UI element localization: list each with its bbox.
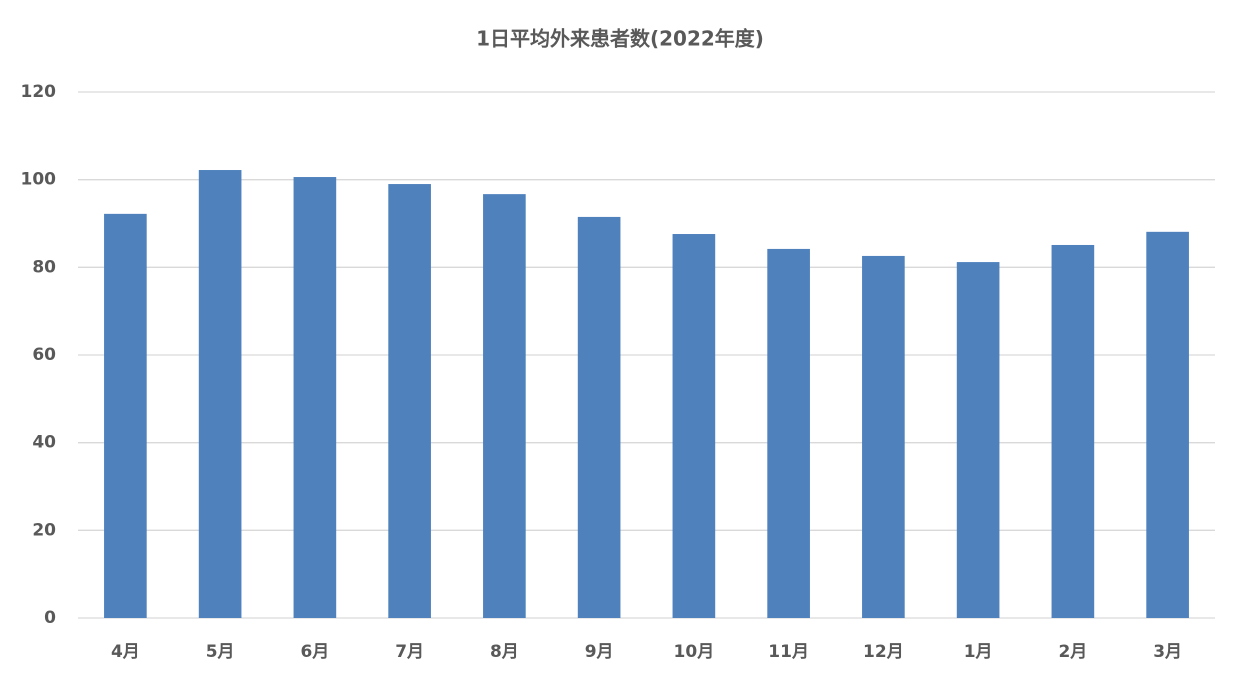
y-tick-label: 100: [21, 170, 57, 190]
y-tick-label: 20: [32, 520, 56, 540]
x-tick-label: 2月: [1058, 642, 1087, 662]
bar: [862, 255, 905, 619]
y-tick-label: 120: [21, 82, 57, 102]
x-tick-label: 8月: [490, 642, 519, 662]
x-tick-label: 5月: [206, 642, 235, 662]
bar: [956, 262, 1000, 618]
y-tick-label: 0: [44, 608, 56, 628]
x-tick-label: 9月: [585, 642, 614, 662]
x-tick-label: 3月: [1153, 642, 1182, 662]
chart-title: 1日平均外来患者数(2022年度): [476, 27, 764, 51]
bar: [1146, 231, 1189, 618]
x-tick-label: 1月: [964, 642, 993, 662]
bar: [198, 170, 242, 619]
x-tick-label: 6月: [300, 642, 329, 662]
bar: [293, 177, 337, 618]
x-tick-label: 7月: [395, 642, 424, 662]
y-tick-label: 40: [32, 433, 56, 453]
bar: [672, 234, 716, 618]
x-tick-label: 10月: [674, 642, 715, 662]
bar: [104, 213, 147, 618]
bar: [388, 184, 431, 619]
y-tick-label: 60: [32, 345, 56, 365]
y-tick-label: 80: [32, 257, 56, 277]
x-tick-label: 11月: [768, 642, 809, 662]
bar: [1051, 244, 1095, 618]
x-tick-label: 12月: [863, 642, 904, 662]
bar: [483, 194, 526, 619]
bar: [767, 248, 810, 618]
bar: [577, 216, 621, 619]
x-tick-label: 4月: [111, 642, 140, 662]
